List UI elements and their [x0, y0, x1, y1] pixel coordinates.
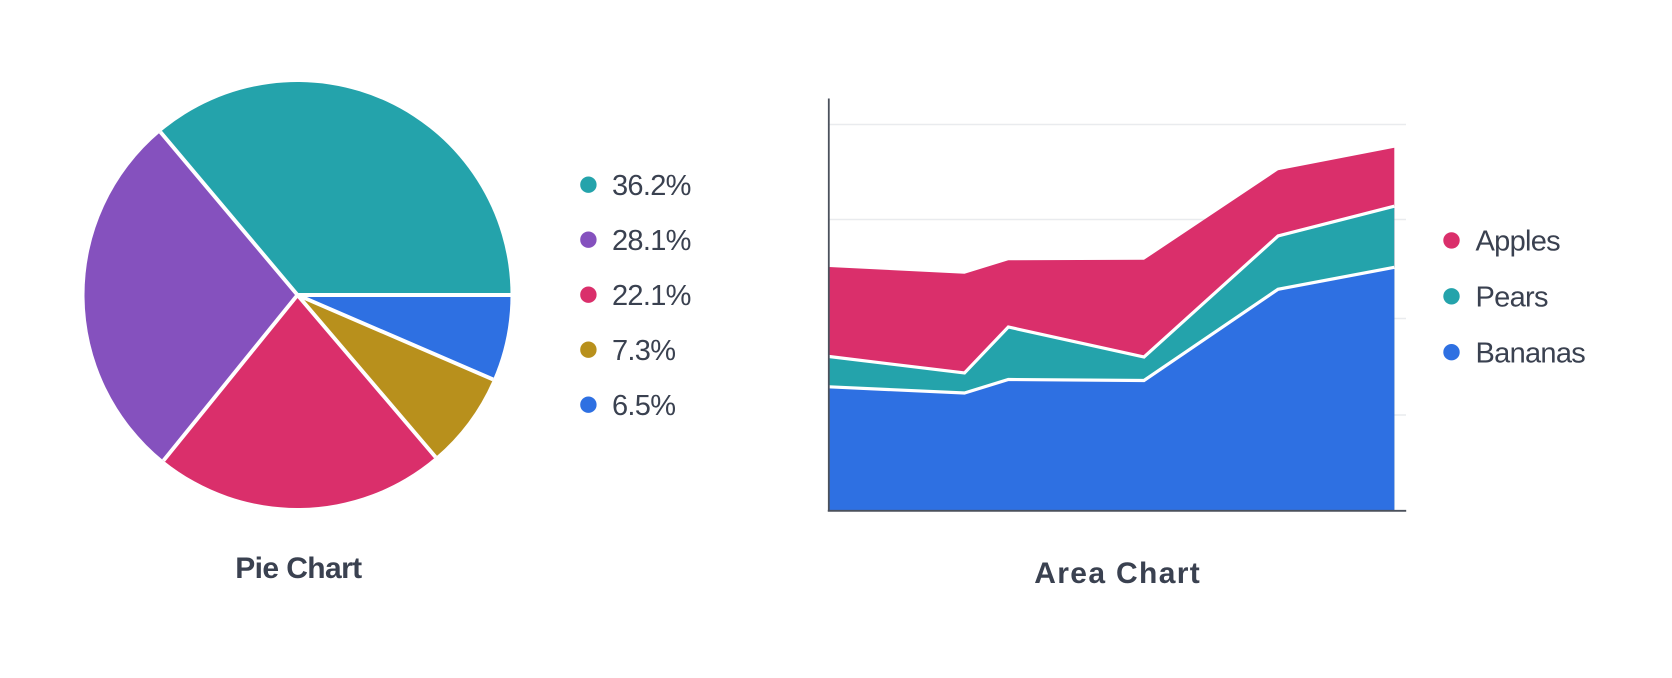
svg-text:28.1%: 28.1% [612, 225, 691, 257]
svg-text:36.2%: 36.2% [612, 170, 691, 202]
svg-text:22.1%: 22.1% [612, 280, 691, 312]
svg-text:6.5%: 6.5% [612, 390, 675, 422]
svg-text:Bananas: Bananas [1476, 338, 1586, 370]
svg-text:7.3%: 7.3% [612, 335, 675, 367]
svg-text:Area Chart: Area Chart [1034, 557, 1201, 590]
svg-text:Pears: Pears [1476, 282, 1548, 314]
svg-text:Pie Chart: Pie Chart [235, 552, 362, 585]
svg-text:Apples: Apples [1476, 226, 1561, 258]
